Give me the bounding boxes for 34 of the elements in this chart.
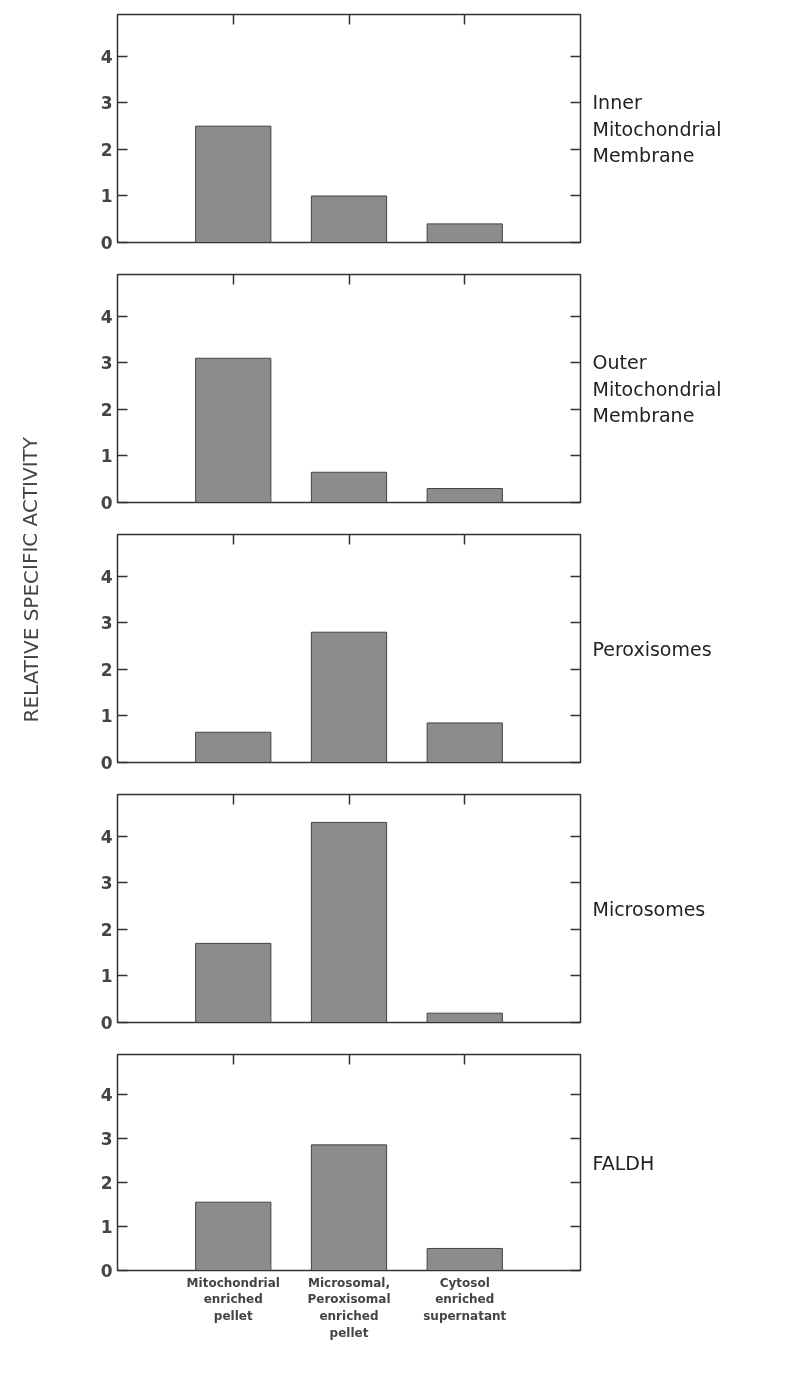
y-tick-label: 1 xyxy=(100,186,113,207)
y-tick-label: 0 xyxy=(100,753,113,773)
y-tick-label: 4 xyxy=(100,46,113,67)
text: FALDH xyxy=(592,1151,655,1174)
y-tick-label: 1 xyxy=(100,706,113,727)
x-tick-label: Cytosol enriched supernatant xyxy=(423,1275,507,1324)
y-tick-label: 3 xyxy=(100,613,113,634)
y-tick-label: 4 xyxy=(100,1084,113,1105)
y-tick-label: 0 xyxy=(100,233,113,253)
y-tick-label: 2 xyxy=(100,139,113,160)
y-tick-label: 2 xyxy=(100,1172,113,1193)
y-tick-label: 4 xyxy=(100,306,113,327)
y-tick-label: 2 xyxy=(100,919,113,940)
y-tick-label: 0 xyxy=(100,1013,113,1033)
y-tick-label: 2 xyxy=(100,399,113,420)
x-tick-label: Microsomal, Peroxisomal enriched pellet xyxy=(307,1275,391,1340)
y-tick-label: 3 xyxy=(100,873,113,894)
text: Outer Mitochondrial Membrane xyxy=(592,351,722,426)
y-tick-label: 4 xyxy=(100,826,113,847)
y-tick-label: 2 xyxy=(100,659,113,680)
y-tick-label: 0 xyxy=(100,493,113,513)
y-tick-label: 1 xyxy=(100,966,113,987)
y-tick-label: 3 xyxy=(100,93,113,114)
y-axis-title: RELATIVE SPECIFIC ACTIVITY xyxy=(18,436,43,723)
text: Inner Mitochondrial Membrane xyxy=(592,91,722,166)
y-tick-label: 3 xyxy=(100,1128,113,1149)
y-tick-label: 1 xyxy=(100,1216,113,1237)
x-tick-label: Mitochondrial enriched pellet xyxy=(186,1275,280,1324)
text: Microsomes xyxy=(592,897,706,920)
y-tick-label: 1 xyxy=(100,446,113,467)
y-tick-label: 0 xyxy=(100,1261,113,1281)
y-tick-label: 4 xyxy=(100,566,113,587)
text: Peroxisomes xyxy=(592,637,712,660)
y-tick-label: 3 xyxy=(100,353,113,374)
